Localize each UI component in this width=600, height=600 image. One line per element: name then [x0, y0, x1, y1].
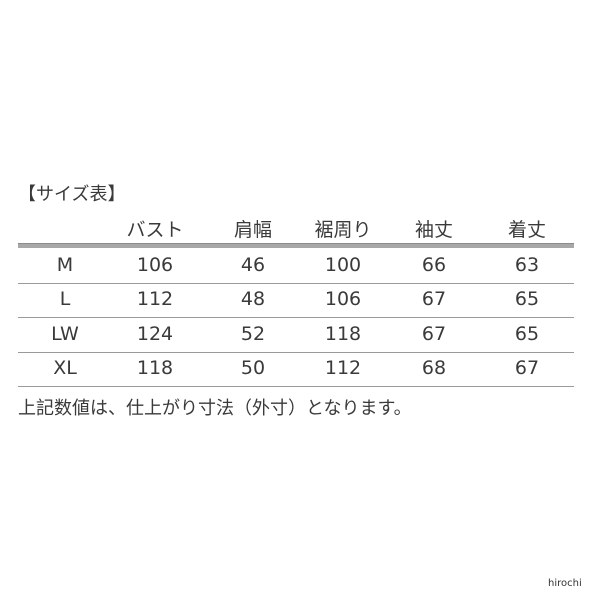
row-divider [18, 283, 574, 284]
header-divider [18, 243, 574, 248]
column-header: バスト [126, 219, 184, 241]
row-divider [18, 317, 574, 318]
table-cell: 68 [421, 357, 447, 379]
table-cell: 67 [421, 323, 447, 345]
table-cell: 112 [324, 357, 362, 379]
column-header: 肩幅 [233, 219, 272, 241]
row-divider [18, 386, 574, 387]
table-cell: 65 [514, 288, 540, 310]
table-cell: 67 [514, 357, 540, 379]
table-cell: 50 [240, 357, 266, 379]
table-cell: 48 [240, 288, 266, 310]
column-header: 袖丈 [414, 219, 453, 241]
watermark: hirochi [548, 578, 582, 589]
size-note: 上記数値は、仕上がり寸法（外寸）となります。 [18, 398, 412, 419]
table-cell: 66 [421, 254, 447, 276]
size-label: XL [53, 357, 77, 379]
table-cell: 106 [324, 288, 362, 310]
table-cell: 112 [136, 288, 174, 310]
table-cell: 124 [136, 323, 174, 345]
table-cell: 118 [136, 357, 174, 379]
table-cell: 100 [324, 254, 362, 276]
size-label: M [56, 254, 74, 276]
table-cell: 63 [514, 254, 540, 276]
row-divider [18, 352, 574, 353]
table-cell: 67 [421, 288, 447, 310]
column-header: 裾周り [314, 219, 372, 241]
table-cell: 46 [240, 254, 266, 276]
table-cell: 106 [136, 254, 174, 276]
table-cell: 118 [324, 323, 362, 345]
size-label: L [59, 288, 71, 310]
table-cell: 52 [240, 323, 266, 345]
column-header: 着丈 [507, 219, 546, 241]
size-label: LW [51, 323, 79, 345]
size-table-title: 【サイズ表】 [18, 184, 126, 205]
table-cell: 65 [514, 323, 540, 345]
